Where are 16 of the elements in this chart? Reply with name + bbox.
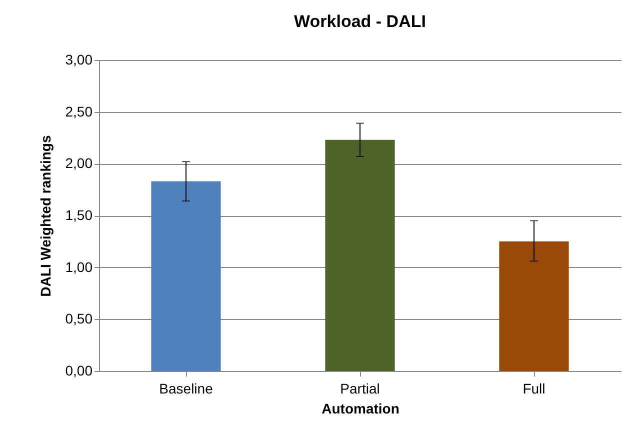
bar [325, 140, 395, 371]
y-tick-label: 3,00 [65, 52, 93, 68]
x-tick-label: Baseline [159, 380, 214, 396]
y-axis-title: DALI Weighted rankings [37, 135, 54, 297]
y-tick-label: 0,50 [65, 310, 93, 327]
bar [499, 241, 569, 371]
x-tick-label: Partial [340, 380, 380, 396]
x-axis-title: Automation [322, 400, 400, 416]
y-tick-label: 2,00 [65, 155, 93, 172]
bar [151, 181, 221, 371]
y-tick-label: 1,50 [65, 207, 93, 223]
y-tick-label: 1,00 [65, 258, 93, 275]
x-tick-label: Full [522, 380, 546, 396]
y-tick-label: 0,00 [65, 362, 93, 378]
y-tick-label: 2,50 [65, 103, 93, 120]
chart-title: Workload - DALI [294, 12, 426, 31]
